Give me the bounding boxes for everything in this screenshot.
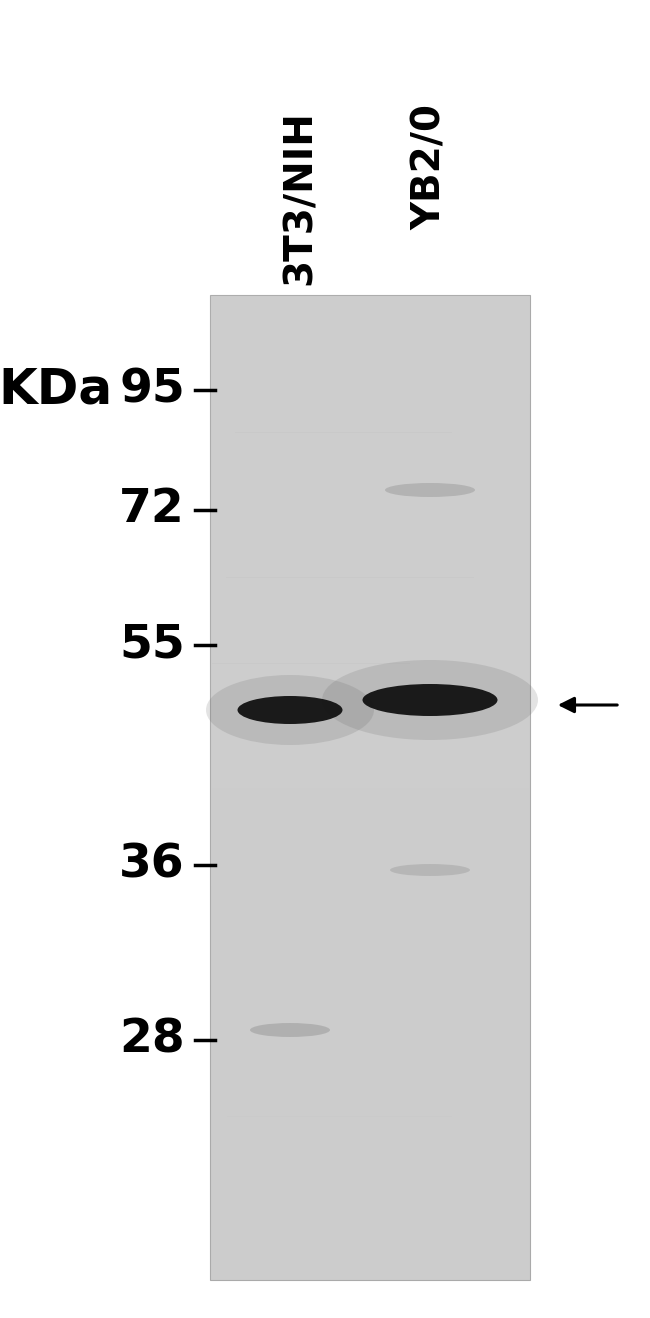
Text: YB2/0: YB2/0 <box>411 104 449 231</box>
Bar <box>210 590 530 639</box>
Bar <box>210 837 530 886</box>
Text: 55: 55 <box>119 622 185 667</box>
Bar <box>210 787 530 837</box>
Ellipse shape <box>322 660 538 739</box>
Text: 36: 36 <box>120 842 185 887</box>
Bar <box>210 295 530 1280</box>
Bar <box>210 985 530 1033</box>
Text: 28: 28 <box>120 1017 185 1062</box>
Text: 3T3/NIH: 3T3/NIH <box>281 111 319 285</box>
Text: 95: 95 <box>119 368 185 413</box>
Bar <box>210 886 530 936</box>
Ellipse shape <box>237 696 343 724</box>
Text: 72: 72 <box>119 488 185 532</box>
Bar <box>210 492 530 542</box>
Bar <box>210 1083 530 1132</box>
Bar <box>210 443 530 492</box>
Ellipse shape <box>385 482 475 497</box>
Bar <box>210 1181 530 1231</box>
Bar <box>210 542 530 590</box>
Bar <box>210 1231 530 1280</box>
Ellipse shape <box>206 675 374 745</box>
Ellipse shape <box>363 684 497 716</box>
Bar <box>210 639 530 689</box>
Bar <box>210 344 530 394</box>
Ellipse shape <box>390 865 470 876</box>
Bar <box>210 1132 530 1181</box>
Bar <box>210 689 530 738</box>
Bar <box>210 1033 530 1083</box>
Bar <box>210 936 530 985</box>
Ellipse shape <box>250 1023 330 1037</box>
Text: KDa: KDa <box>0 366 112 414</box>
Bar <box>210 394 530 443</box>
Bar <box>210 295 530 344</box>
Bar <box>210 738 530 787</box>
